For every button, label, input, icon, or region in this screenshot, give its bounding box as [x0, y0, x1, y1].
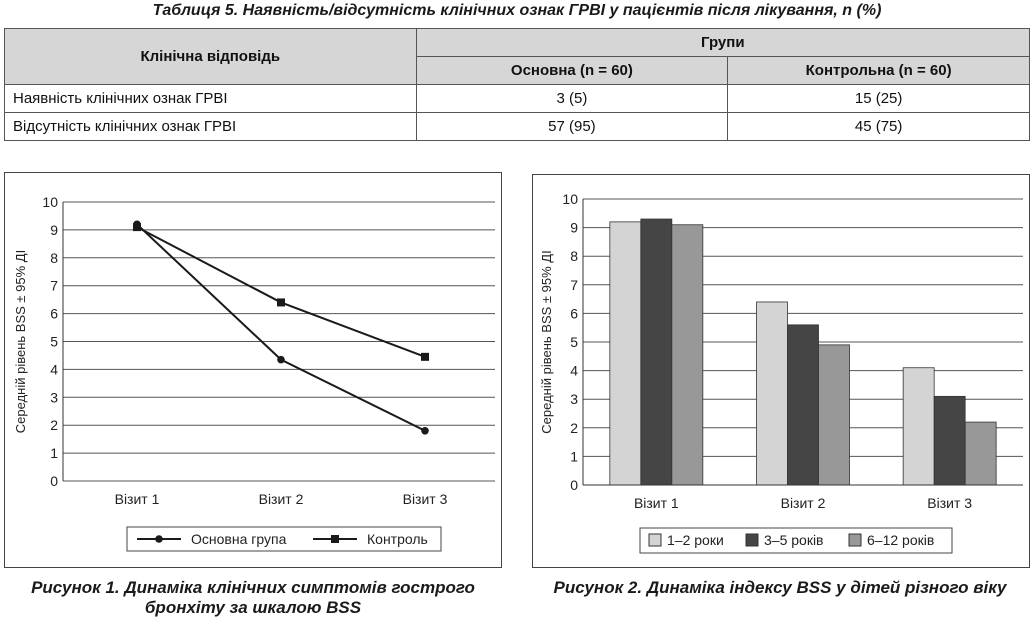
y-tick-label: 8: [50, 250, 58, 266]
line-chart: 0 1 2 3 4 5 6 7 8 9 10 Середній рівень BSS ± 95% ДІ…: [13, 194, 495, 552]
results-table: Клінічна відповідь Групи Основна (n = 60…: [4, 28, 1031, 141]
x-tick-label: Візит 1: [634, 495, 679, 511]
bar: [818, 344, 850, 486]
data-point: [421, 352, 429, 361]
y-tick-label: 9: [570, 220, 578, 236]
y-tick-label: 5: [570, 334, 578, 350]
header-main-group: Основна (n = 60): [415, 56, 729, 85]
y-tick-label: 1: [570, 448, 578, 464]
legend-marker: [155, 535, 163, 543]
table-row: Відсутність клінічних ознак ГРВІ 57 (95)…: [4, 112, 1030, 141]
legend-marker: [331, 535, 339, 543]
bar: [933, 395, 966, 486]
header-groups: Групи: [415, 28, 1031, 57]
table-header-row: Клінічна відповідь Групи: [4, 28, 1031, 85]
bar: [787, 324, 819, 486]
y-tick-label: 6: [570, 305, 578, 321]
x-tick-label: Візит 3: [927, 495, 972, 511]
legend-label: Основна група: [191, 531, 287, 547]
cell-control: 45 (75): [727, 112, 1030, 141]
bar-chart-frame: 0 1 2 3 4 5 6 7 8 9 10 Середній рівень BSS ± 95% ДІ…: [532, 174, 1030, 568]
line-chart-frame: 0 1 2 3 4 5 6 7 8 9 10 Середній рівень BSS ± 95% ДІ…: [4, 172, 502, 568]
y-tick-label: 1: [50, 445, 58, 461]
chart-legend: 1–2 роки 3–5 років 6–12 років: [639, 527, 953, 554]
y-tick-label: 3: [50, 389, 58, 405]
figure-2-caption: Рисунок 2. Динаміка індексу BSS у дітей …: [553, 578, 1007, 597]
x-tick-label: Візит 3: [403, 491, 448, 507]
legend-swatch: [648, 533, 662, 547]
legend-label: Контроль: [367, 531, 428, 547]
y-tick-label: 8: [570, 248, 578, 264]
series-line-2: [136, 226, 426, 358]
y-tick-label: 2: [570, 420, 578, 436]
y-tick-label: 0: [570, 477, 578, 493]
legend-box: [639, 527, 953, 554]
legend-label: 3–5 років: [764, 532, 824, 548]
y-axis-label: Середній рівень BSS ± 95% ДІ: [13, 250, 28, 433]
cell-main: 3 (5): [415, 84, 729, 113]
legend-swatch: [848, 533, 862, 547]
y-tick-label: 7: [50, 278, 58, 294]
y-tick-label: 5: [50, 334, 58, 350]
y-tick-label: 0: [50, 473, 58, 489]
y-tick-label: 4: [50, 361, 58, 377]
y-tick-label: 6: [50, 306, 58, 322]
legend-label: 1–2 роки: [667, 532, 724, 548]
table-subheader-row: Основна (n = 60) Контрольна (n = 60): [5, 56, 1030, 85]
y-tick-label: 10: [42, 194, 58, 210]
data-point: [133, 223, 141, 232]
header-clinical-response: Клінічна відповідь: [4, 28, 417, 85]
y-tick-label: 10: [562, 191, 578, 207]
x-tick-label: Візит 2: [259, 491, 304, 507]
y-tick-label: 4: [570, 363, 578, 379]
cell-control: 15 (25): [727, 84, 1030, 113]
series-line-1: [136, 223, 426, 432]
y-tick-label: 7: [570, 277, 578, 293]
cell-main: 57 (95): [415, 112, 729, 141]
x-tick-label: Візит 2: [781, 495, 826, 511]
y-tick-label: 9: [50, 222, 58, 238]
legend-swatch: [745, 533, 759, 547]
bar: [609, 221, 642, 486]
chart-legend: Основна група Контроль: [126, 526, 442, 552]
table-title: Таблиця 5. Наявність/відсутність клінічн…: [152, 2, 882, 19]
table-row: Наявність клінічних ознак ГРВІ 3 (5) 15 …: [4, 84, 1030, 113]
row-label: Наявність клінічних ознак ГРВІ: [4, 84, 417, 113]
data-point: [421, 426, 429, 435]
data-point: [277, 298, 285, 307]
y-tick-label: 3: [570, 391, 578, 407]
y-axis-label: Середній рівень BSS ± 95% ДІ: [539, 250, 554, 433]
bar: [964, 421, 997, 486]
figure-1-caption: Рисунок 1. Динаміка клінічних симптомів …: [31, 578, 475, 617]
x-tick-label: Візит 1: [115, 491, 160, 507]
y-tick-label: 2: [50, 417, 58, 433]
data-point: [277, 355, 285, 364]
row-label: Відсутність клінічних ознак ГРВІ: [4, 112, 417, 141]
bar: [902, 367, 935, 486]
bar: [640, 218, 673, 486]
bar: [756, 301, 788, 486]
bar-chart: 0 1 2 3 4 5 6 7 8 9 10 Середній рівень BSS ± 95% ДІ…: [539, 191, 1023, 554]
legend-label: 6–12 років: [867, 532, 934, 548]
bar: [671, 224, 704, 486]
header-control-group: Контрольна (n = 60): [727, 56, 1030, 85]
